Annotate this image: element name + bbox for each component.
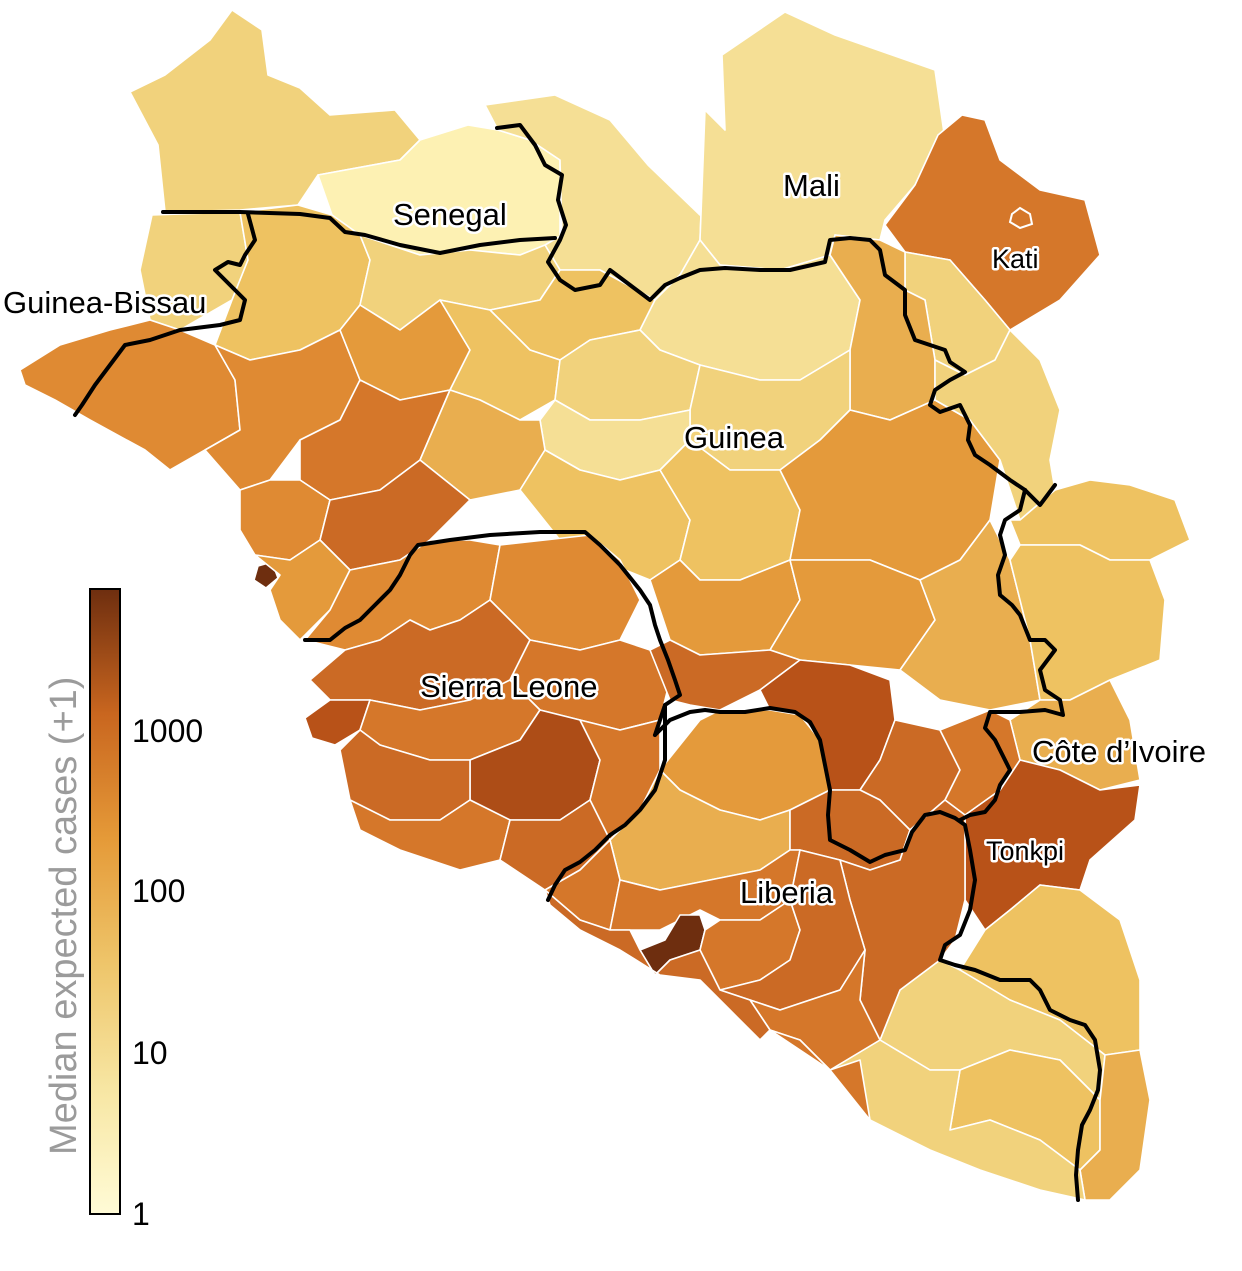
label-liberia: Liberia bbox=[740, 875, 834, 910]
region-civ-north-1 bbox=[934, 329, 1061, 521]
legend: 1000 100 10 1 Median expected cases (+1) bbox=[43, 588, 203, 1232]
legend-tick-10: 10 bbox=[132, 1035, 168, 1071]
region-civ-south-4 bbox=[1079, 1049, 1151, 1201]
label-senegal: Senegal bbox=[393, 197, 507, 232]
regions-west bbox=[19, 204, 1041, 711]
label-guinea: Guinea bbox=[684, 420, 785, 455]
legend-tick-100: 100 bbox=[132, 873, 185, 909]
border-guinea-sierra-leone bbox=[303, 530, 682, 737]
legend-tick-1: 1 bbox=[132, 1196, 150, 1232]
label-sierra-leone: Sierra Leone bbox=[420, 669, 598, 704]
legend-colorbar bbox=[89, 588, 121, 1215]
border-guinea-bissau-guinea bbox=[73, 212, 257, 417]
border-senegal-mali bbox=[495, 123, 1057, 507]
regions-sierra-leone bbox=[304, 534, 671, 891]
regions-east bbox=[829, 329, 1191, 1201]
legend-tick-1000: 1000 bbox=[132, 713, 203, 749]
region-kati bbox=[884, 114, 1101, 331]
label-guinea-bissau: Guinea-Bissau bbox=[3, 285, 206, 320]
border-guinea-cote-divoire bbox=[958, 488, 1065, 822]
district-labels: Kati Tonkpi bbox=[984, 242, 1067, 869]
regions-north bbox=[129, 9, 1101, 376]
country-labels: Senegal Mali Guinea-Bissau Guinea Sierra… bbox=[1, 166, 1209, 913]
region-civ-southwest bbox=[829, 1039, 1086, 1201]
label-kati: Kati bbox=[992, 244, 1039, 274]
border-senegal-guinea-bissau bbox=[161, 210, 557, 255]
label-mali: Mali bbox=[783, 168, 840, 203]
legend-title: Median expected cases (+1) bbox=[43, 677, 85, 1155]
region-liberia-coast bbox=[544, 889, 771, 1041]
label-cote-divoire: Côte d’Ivoire bbox=[1032, 734, 1206, 769]
region-guinea-dubreka bbox=[254, 539, 351, 641]
region-guinea-gueckedou bbox=[769, 559, 936, 671]
region-guinea-pita bbox=[439, 299, 561, 421]
border-sierra-leone-liberia bbox=[546, 703, 667, 902]
region-liberia-sinoe bbox=[769, 1029, 871, 1121]
kati-outline-marker bbox=[1008, 206, 1034, 230]
border-liberia-north bbox=[653, 706, 1102, 1202]
country-borders bbox=[73, 123, 1102, 1202]
label-tonkpi: Tonkpi bbox=[986, 836, 1064, 866]
